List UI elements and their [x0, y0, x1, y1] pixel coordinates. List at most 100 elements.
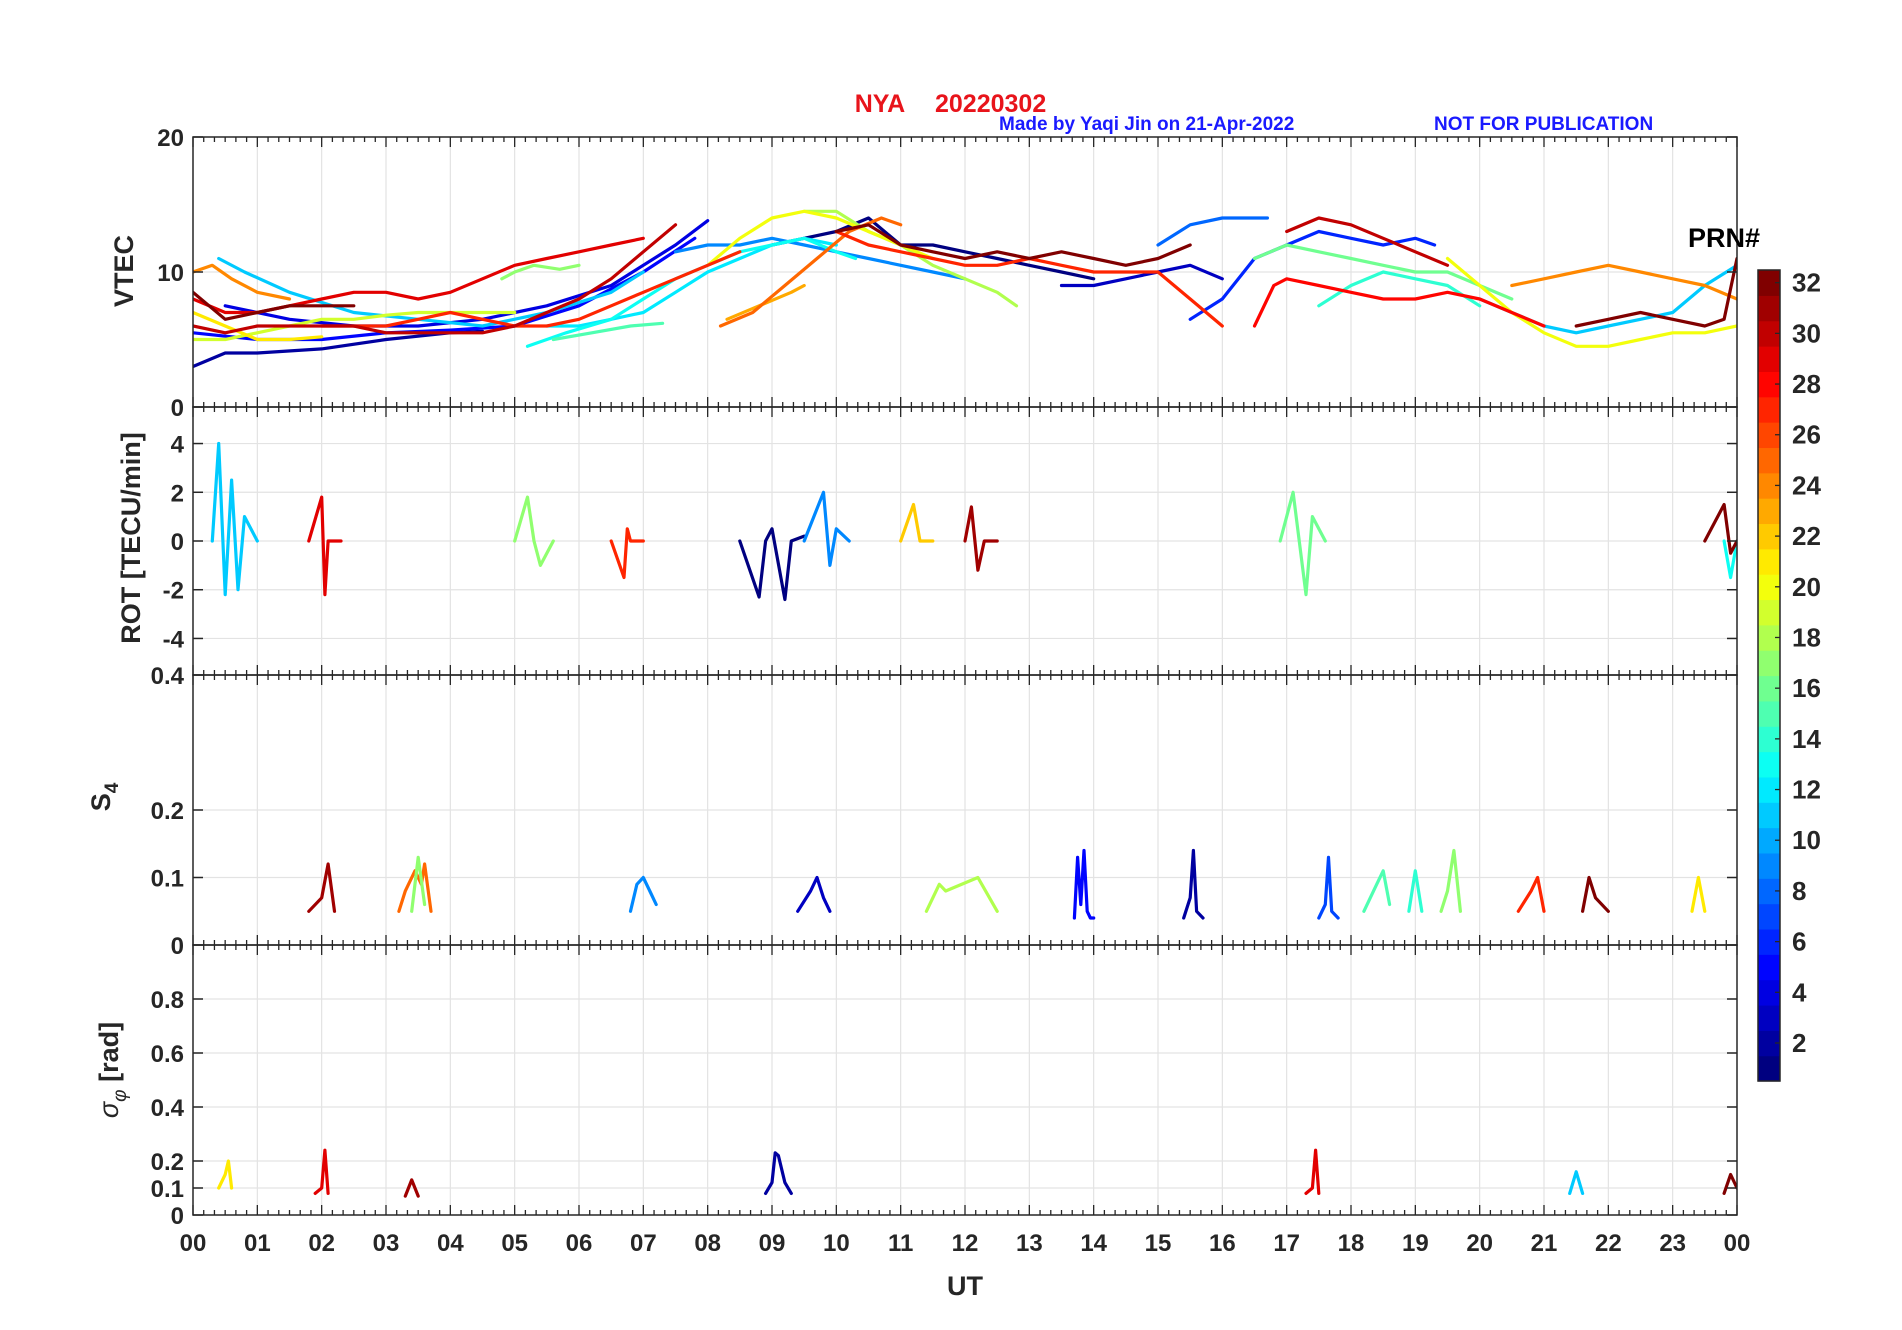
colorbar-block	[1758, 650, 1780, 677]
y-tick-label: 0	[171, 1203, 184, 1230]
series-line-prn-1	[738, 527, 806, 602]
colorbar-tick-label: 6	[1792, 927, 1806, 957]
y-tick-label: 0.1	[151, 1176, 184, 1203]
sigma-ylabel: σφ [rad]	[94, 1022, 131, 1118]
colorbar-blocks	[1758, 270, 1780, 1082]
series-line-prn-27	[1516, 875, 1546, 913]
vtec-grid	[193, 137, 1737, 407]
series-line-prn-31	[963, 505, 999, 572]
series-line-prn-11	[210, 441, 259, 597]
series-line-prn-28	[1252, 277, 1546, 328]
x-tick-label: 17	[1273, 1230, 1300, 1257]
colorbar-tick-label: 20	[1792, 572, 1821, 602]
y-tick-label: 0.2	[151, 798, 184, 825]
series-line-prn-14	[1407, 869, 1424, 913]
series-line-prn-29	[307, 495, 343, 597]
colorbar-block	[1758, 320, 1780, 347]
colorbar-tick-label: 14	[1792, 724, 1821, 754]
colorbar-label: PRN#	[1688, 223, 1760, 253]
colorbar-block	[1758, 548, 1780, 575]
date-label: 20220302	[935, 90, 1046, 118]
colorbar-block	[1758, 928, 1780, 955]
colorbar-block	[1758, 726, 1780, 753]
svg-text:NYA: NYA	[855, 90, 906, 118]
rot-ylabel: ROT [TECU/min]	[116, 432, 146, 643]
series-line-prn-25	[718, 216, 903, 328]
x-tick-label: 09	[759, 1230, 786, 1257]
colorbar-frame	[1757, 269, 1781, 1082]
vtec-series	[193, 209, 1737, 369]
colorbar-tick-label: 26	[1792, 420, 1821, 450]
colorbar-block	[1758, 1004, 1780, 1031]
station-label: NYA	[855, 90, 906, 118]
colorbar-block	[1758, 270, 1780, 296]
y-tick-label: 0.4	[151, 663, 185, 690]
colorbar-block	[1758, 979, 1780, 1006]
series-line-prn-13	[1722, 539, 1737, 580]
series-line-prn-1	[770, 216, 1096, 281]
x-tick-label: 01	[244, 1230, 271, 1257]
x-tick-label: 11	[888, 1230, 913, 1257]
s4-series	[307, 848, 1707, 920]
series-line-prn-14	[1317, 270, 1482, 308]
x-tick-label: 00	[1724, 1230, 1751, 1257]
colorbar-block	[1758, 624, 1780, 651]
series-line-prn-2	[763, 1151, 793, 1196]
colorbar-block	[1758, 447, 1780, 474]
colorbar-block	[1758, 498, 1780, 525]
series-line-prn-22	[899, 502, 935, 543]
colorbar-tick-label: 30	[1792, 318, 1821, 348]
series-line-prn-12	[545, 236, 838, 328]
y-tick-label: 0.2	[151, 1149, 184, 1176]
series-line-prn-24	[193, 263, 292, 301]
vtec-ylabel: VTEC	[109, 235, 139, 307]
x-tick-label: 02	[308, 1230, 335, 1257]
colorbar-block	[1758, 802, 1780, 829]
x-tick-label: 06	[566, 1230, 593, 1257]
colorbar-block	[1758, 295, 1780, 322]
rot-series	[210, 441, 1737, 602]
series-line-prn-27	[320, 250, 742, 328]
x-tick-label: 12	[952, 1230, 979, 1257]
series-line-prn-25	[397, 862, 433, 913]
y-tick-label: 2	[171, 480, 184, 507]
series-line-prn-29	[313, 1148, 330, 1196]
series-line-prn-31	[307, 862, 337, 913]
series-line-prn-32	[1580, 875, 1610, 913]
colorbar-block	[1758, 574, 1780, 601]
y-tick-label: 0	[171, 529, 184, 556]
s4-grid	[193, 675, 1737, 945]
x-tick-label: 16	[1209, 1230, 1236, 1257]
series-line-prn-8	[1156, 216, 1270, 247]
colorbar-block	[1758, 751, 1780, 778]
x-tick-labels: 00 01 02 03 04 05 06 07 08 09 10 11 12 13 14 15 16 17 18 19…	[180, 1230, 1751, 1257]
series-line-prn-21	[1690, 875, 1707, 913]
x-tick-label: 05	[501, 1230, 528, 1257]
colorbar-block	[1758, 1030, 1780, 1057]
series-line-prn-32	[1574, 256, 1737, 328]
vtec-axes: 0 10 20	[157, 125, 1738, 422]
x-tick-label: 13	[1016, 1230, 1043, 1257]
credit-label: Made by Yaqi Jin on 21-Apr-2022	[999, 114, 1294, 135]
s4-ylabel: S4	[86, 782, 123, 811]
series-line-prn-11	[1568, 1170, 1585, 1196]
series-line-prn-3	[796, 875, 832, 913]
colorbar-block	[1758, 675, 1780, 702]
colorbar-block	[1758, 472, 1780, 499]
rot-panel: -4 -2 0 2 4	[163, 406, 1738, 676]
series-line-prn-13	[525, 236, 858, 348]
series-line-prn-4	[223, 219, 710, 328]
colorbar-block	[1758, 371, 1780, 398]
series-line-prn-32	[193, 290, 356, 321]
s4-axes: 0 0.1 0.2 0.4	[151, 663, 1738, 960]
colorbar-tick-label: 10	[1792, 825, 1821, 855]
colorbar-block	[1758, 599, 1780, 626]
colorbar-tick-label: 22	[1792, 521, 1821, 551]
y-tick-label: 0.4	[151, 1095, 185, 1122]
colorbar-tick-label: 28	[1792, 369, 1821, 399]
colorbar-block	[1758, 700, 1780, 727]
colorbar-block	[1758, 346, 1780, 372]
y-tick-label: 20	[157, 125, 184, 152]
series-line-prn-31	[403, 1178, 420, 1198]
